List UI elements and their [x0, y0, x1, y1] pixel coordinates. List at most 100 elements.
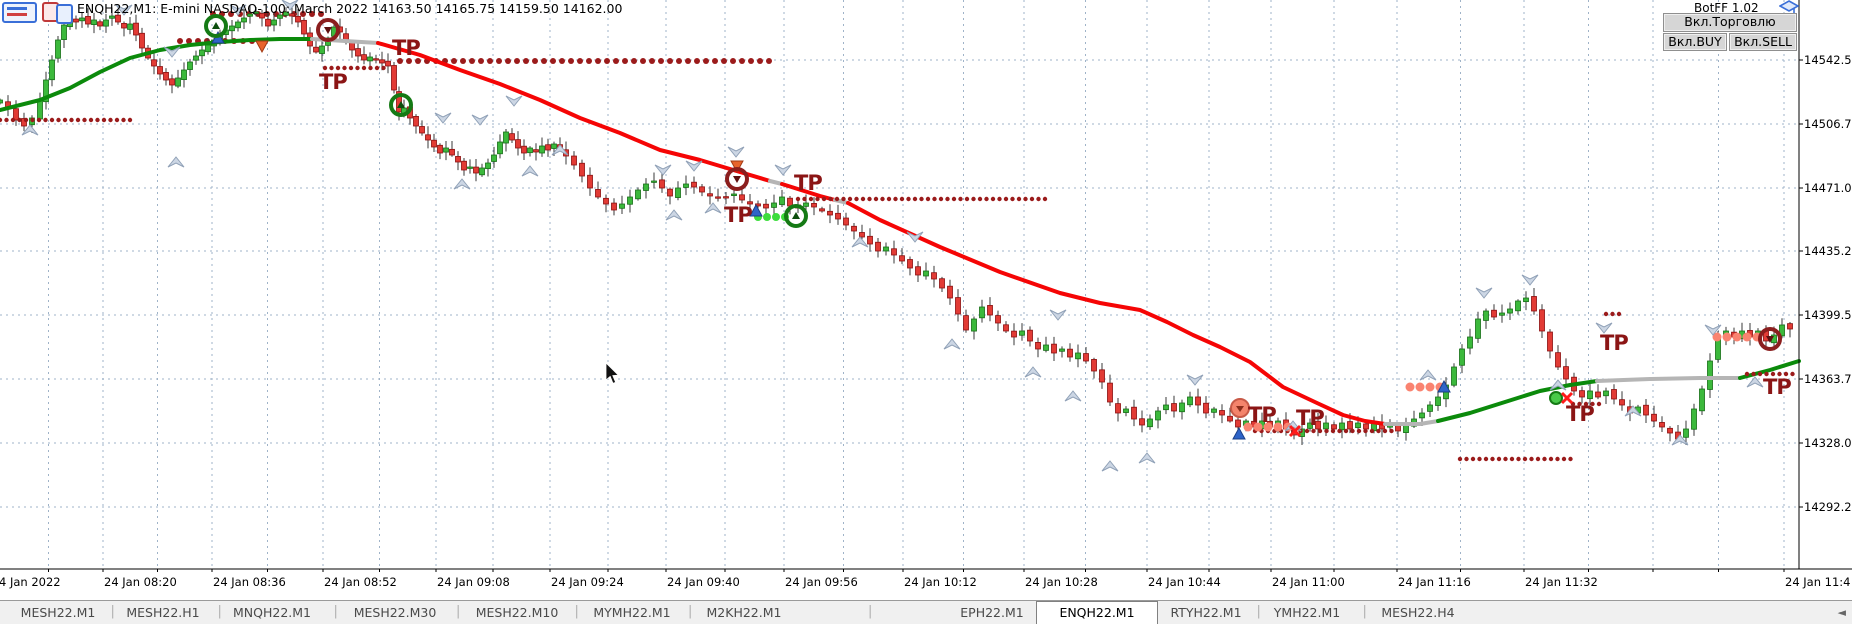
candle-body [455, 156, 461, 163]
tp-dotted-line [1311, 428, 1316, 434]
candle-body [1083, 353, 1089, 362]
buy-signal-circle [389, 93, 413, 117]
mouse-cursor [605, 362, 620, 384]
tab-symbol[interactable]: MESH22.H1 [126, 605, 200, 620]
enable-buy-button[interactable]: Вкл.BUY [1663, 33, 1727, 51]
candle-body [1179, 402, 1185, 413]
tp-dotted-line [1744, 371, 1750, 377]
candle-body [175, 77, 181, 87]
tp-dotted-line [964, 196, 970, 202]
fractal-chevron-down [1186, 374, 1204, 386]
enable-trading-button[interactable]: Вкл.Торговлю [1663, 13, 1797, 32]
sell-signal-circle [725, 167, 749, 191]
tp-dotted-line [1483, 456, 1489, 462]
candle-body [485, 162, 491, 170]
candle-body [1427, 404, 1433, 412]
candle-body [923, 270, 929, 277]
salmon-dot-trail [1273, 422, 1283, 432]
tp-dotted-line [17, 117, 22, 123]
candle-body [1619, 399, 1625, 406]
candlestick-mode-icon[interactable] [42, 2, 74, 24]
candle-body [819, 208, 825, 212]
candle-body [91, 19, 97, 25]
icon-blue-candle [56, 4, 73, 24]
candle-body [1483, 310, 1489, 321]
tp-dotted-line [451, 58, 457, 64]
candle-body [1691, 408, 1697, 430]
tp-dotted-line [88, 117, 94, 123]
candle-body [699, 186, 705, 193]
enable-sell-button[interactable]: Вкл.SELL [1729, 33, 1797, 51]
sell-signal-arrow [733, 176, 741, 183]
candle-body [971, 318, 977, 332]
candle-body [301, 19, 307, 35]
fractal-chevron-up [851, 236, 869, 248]
tp-label: TP [392, 36, 420, 60]
tp-dotted-line [101, 117, 107, 123]
tab-scroll-left-icon[interactable]: ◄ [1837, 606, 1846, 619]
sell-arrow-icon [730, 160, 744, 174]
fractal-chevron-up [1419, 369, 1437, 381]
tab-symbol[interactable]: MESH22.M10 [475, 605, 559, 620]
tab-active-symbol[interactable]: ENQH22.M1 [1036, 601, 1158, 624]
tp-dotted-line [912, 196, 918, 202]
price-chart[interactable]: 14542.5 14506.7 14471.0 14435.2 14399.5 14363… [0, 0, 1852, 600]
tab-symbol[interactable]: MNQH22.M1 [233, 605, 311, 620]
candle-body [79, 17, 85, 22]
tp-dotted-line [82, 117, 87, 123]
fractal-chevron-up [1624, 405, 1642, 417]
tp-dotted-line [568, 58, 574, 64]
salmon-dot-trail [1722, 332, 1732, 342]
candle-body [1643, 404, 1649, 416]
tab-symbol[interactable]: MESH22.M1 [20, 605, 96, 620]
salmon-dot-trail [1425, 382, 1435, 392]
candle-body [995, 315, 1001, 324]
candle-body [611, 202, 617, 211]
candle-body [715, 196, 721, 199]
candle-body [1011, 330, 1017, 338]
tab-symbol[interactable]: MYMH22.M1 [593, 605, 671, 620]
tab-symbol[interactable]: RTYH22.M1 [1170, 605, 1242, 620]
tab-symbol[interactable]: M2KH22.M1 [706, 605, 782, 620]
candle-body [289, 13, 295, 17]
fractal-chevron-up [1746, 376, 1764, 388]
tab-symbol[interactable]: YMH22.M1 [1273, 605, 1341, 620]
tp-dotted-line [667, 58, 673, 64]
tp-dotted-line [640, 58, 646, 64]
tp-dotted-line [990, 196, 996, 202]
tab-symbol[interactable]: EPH22.M1 [960, 605, 1024, 620]
candle-body [1499, 312, 1505, 316]
candle-body [571, 155, 577, 166]
fractal-chevron-down [163, 46, 181, 58]
tp-dotted-line [841, 196, 846, 202]
tab-symbol[interactable]: MESH22.M30 [353, 605, 437, 620]
candle-body [1419, 412, 1425, 419]
candle-body [1171, 403, 1177, 412]
tp-dotted-line [1010, 196, 1015, 202]
tp-dotted-line [523, 58, 529, 64]
tp-dotted-line [0, 117, 3, 123]
tp-dotted-line [899, 196, 905, 202]
tp-dotted-line [300, 11, 306, 17]
candle-body [1475, 318, 1481, 339]
candle-body [461, 160, 467, 171]
candle-body [199, 49, 205, 57]
close-x-mark [1288, 424, 1302, 438]
tp-dotted-line [1016, 196, 1022, 202]
candle-body [1651, 413, 1657, 422]
time-axis-label: 24 Jan 10:28 [1025, 575, 1098, 589]
ma-line-gray [1383, 419, 1440, 426]
chart-list-icon[interactable] [2, 2, 37, 23]
tp-dotted-line [854, 196, 859, 202]
fractal-chevron-down [471, 114, 489, 126]
candle-body [229, 25, 235, 32]
candle-body [373, 58, 379, 61]
candle-body [385, 60, 391, 67]
ma-line-green [0, 37, 314, 112]
tab-symbol[interactable]: MESH22.H4 [1381, 605, 1455, 620]
time-axis-label: 24 Jan 08:52 [324, 575, 397, 589]
tp-dotted-line [997, 196, 1002, 202]
ea-name-label: BotFF 1.02 [1694, 1, 1759, 15]
tp-dotted-line [1783, 371, 1789, 377]
candle-body [587, 174, 593, 189]
